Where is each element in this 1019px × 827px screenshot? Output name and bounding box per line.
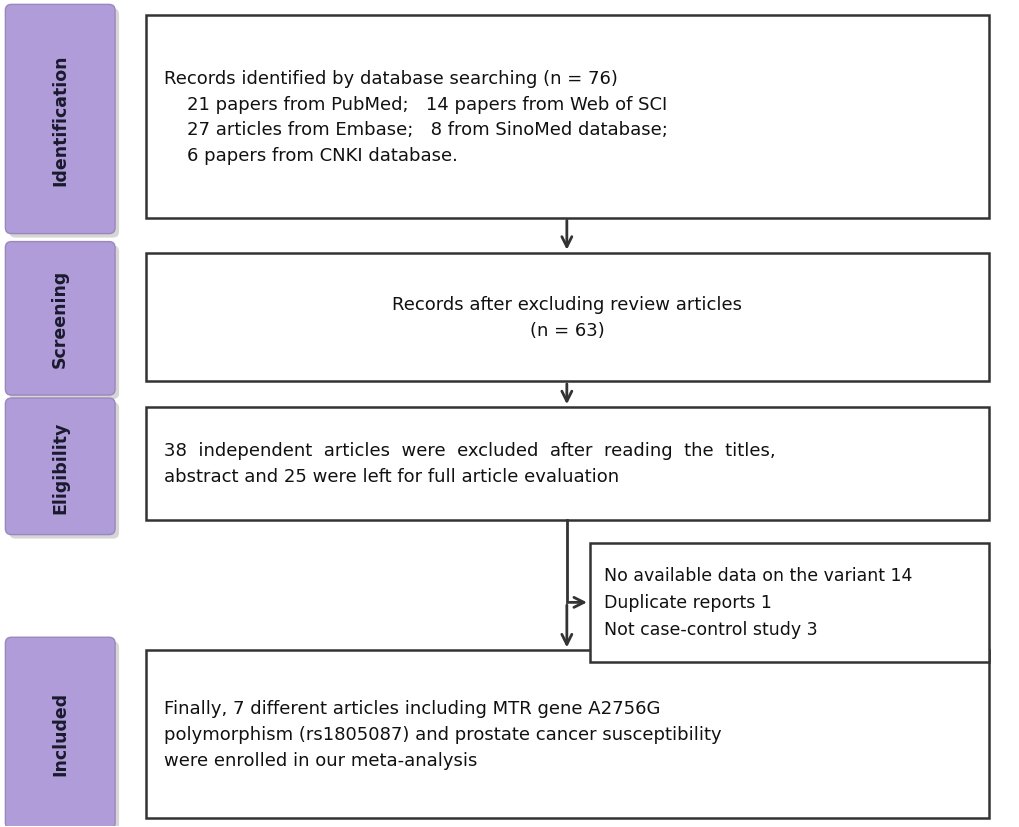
- Text: Eligibility: Eligibility: [51, 421, 69, 513]
- Text: Identification: Identification: [51, 55, 69, 185]
- Text: Records after excluding review articles
(n = 63): Records after excluding review articles …: [392, 295, 742, 339]
- FancyBboxPatch shape: [5, 638, 115, 827]
- FancyBboxPatch shape: [589, 543, 987, 662]
- FancyBboxPatch shape: [146, 253, 987, 381]
- Text: Included: Included: [51, 691, 69, 775]
- FancyBboxPatch shape: [9, 403, 119, 539]
- FancyBboxPatch shape: [146, 408, 987, 520]
- Text: Finally, 7 different articles including MTR gene A2756G
polymorphism (rs1805087): Finally, 7 different articles including …: [164, 700, 720, 768]
- Text: Screening: Screening: [51, 270, 69, 368]
- FancyBboxPatch shape: [5, 5, 115, 234]
- Text: 38  independent  articles  were  excluded  after  reading  the  titles,
abstract: 38 independent articles were excluded af…: [164, 442, 774, 485]
- Text: No available data on the variant 14
Duplicate reports 1
Not case-control study 3: No available data on the variant 14 Dupl…: [603, 566, 911, 638]
- FancyBboxPatch shape: [9, 642, 119, 827]
- FancyBboxPatch shape: [5, 399, 115, 535]
- Text: Records identified by database searching (n = 76)
    21 papers from PubMed;   1: Records identified by database searching…: [164, 69, 667, 165]
- FancyBboxPatch shape: [9, 9, 119, 238]
- FancyBboxPatch shape: [146, 17, 987, 218]
- FancyBboxPatch shape: [146, 650, 987, 818]
- FancyBboxPatch shape: [9, 246, 119, 399]
- FancyBboxPatch shape: [5, 242, 115, 395]
